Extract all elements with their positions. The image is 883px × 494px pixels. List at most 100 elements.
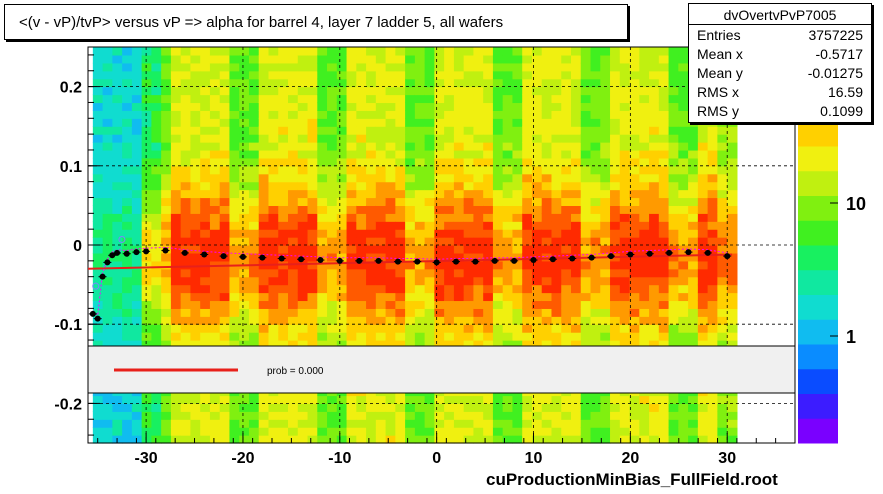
- heatmap-cell: [375, 268, 387, 278]
- heatmap-cell: [512, 300, 523, 309]
- heatmap-cell: [190, 165, 201, 175]
- heatmap-cell: [395, 221, 406, 230]
- heatmap-cell: [580, 411, 592, 420]
- heatmap-cell: [453, 340, 465, 349]
- heatmap-cell: [209, 118, 221, 127]
- heatmap-cell: [239, 395, 250, 404]
- heatmap-cell: [346, 300, 357, 309]
- heatmap-cell: [268, 134, 279, 143]
- heatmap-cell: [297, 340, 309, 349]
- heatmap-cell: [444, 189, 455, 199]
- heatmap-cell: [122, 70, 133, 80]
- heatmap-cell: [288, 134, 299, 143]
- heatmap-cell: [541, 252, 553, 262]
- heatmap-cell: [239, 54, 250, 64]
- heatmap-cell: [512, 86, 523, 96]
- heatmap-cell: [346, 181, 357, 191]
- heatmap-cell: [141, 54, 152, 64]
- heatmap-cell: [200, 110, 211, 119]
- heatmap-cell: [307, 276, 318, 286]
- heatmap-cell: [600, 181, 611, 191]
- heatmap-cell: [258, 197, 270, 206]
- heatmap-cell: [307, 419, 318, 428]
- heatmap-cell: [668, 142, 679, 151]
- heatmap-cell: [112, 229, 123, 238]
- heatmap-cell: [434, 308, 445, 317]
- profile-point: [239, 253, 246, 260]
- heatmap-cell: [658, 229, 670, 238]
- heatmap-cell: [483, 157, 494, 167]
- heatmap-cell: [102, 181, 113, 191]
- heatmap-cell: [551, 237, 562, 246]
- heatmap-cell: [492, 165, 504, 175]
- heatmap-cell: [248, 332, 260, 341]
- heatmap-cell: [346, 332, 357, 341]
- heatmap-cell: [307, 292, 318, 302]
- heatmap-cell: [112, 411, 123, 420]
- heatmap-cell: [336, 300, 348, 309]
- stats-row-mean-x: Mean x -0.5717: [697, 46, 863, 64]
- heatmap-cell: [200, 94, 211, 104]
- heatmap-cell: [414, 435, 426, 444]
- heatmap-cell: [541, 165, 553, 175]
- heatmap-cell: [151, 395, 162, 404]
- heatmap-cell: [649, 70, 660, 80]
- heatmap-cell: [395, 197, 406, 206]
- heatmap-cell: [541, 300, 553, 309]
- heatmap-cell: [629, 70, 640, 80]
- heatmap-cell: [531, 70, 543, 80]
- heatmap-cell: [141, 102, 152, 111]
- heatmap-cell: [463, 300, 475, 309]
- heatmap-cell: [346, 435, 357, 444]
- heatmap-cell: [297, 276, 309, 286]
- heatmap-cell: [327, 54, 338, 64]
- heatmap-cell: [649, 427, 660, 436]
- heatmap-cell: [92, 237, 104, 246]
- heatmap-cell: [141, 110, 152, 119]
- heatmap-cell: [473, 245, 484, 254]
- heatmap-cell: [600, 157, 611, 167]
- heatmap-cell: [288, 197, 299, 206]
- heatmap-cell: [102, 332, 113, 341]
- heatmap-cell: [297, 149, 309, 159]
- heatmap-cell: [668, 181, 679, 191]
- heatmap-cell: [346, 276, 357, 286]
- heatmap-cell: [170, 308, 182, 317]
- heatmap-cell: [219, 181, 231, 191]
- heatmap-cell: [336, 110, 348, 119]
- heatmap-cell: [551, 110, 562, 119]
- heatmap-cell: [697, 308, 709, 317]
- heatmap-cell: [453, 411, 465, 420]
- heatmap-cell: [346, 292, 357, 302]
- heatmap-cell: [688, 252, 699, 262]
- heatmap-cell: [209, 395, 221, 404]
- heatmap-cell: [385, 237, 396, 246]
- heatmap-cell: [190, 316, 201, 325]
- heatmap-cell: [561, 173, 572, 183]
- heatmap-cell: [619, 237, 631, 246]
- heatmap-cell: [336, 165, 348, 175]
- z-tick-label: 1: [846, 327, 856, 347]
- heatmap-cell: [727, 134, 738, 143]
- file-name-footer: cuProductionMinBias_FullField.root: [486, 470, 778, 489]
- heatmap-cell: [395, 110, 406, 119]
- heatmap-cell: [327, 78, 338, 88]
- heatmap-cell: [356, 268, 367, 278]
- heatmap-cell: [92, 427, 104, 436]
- heatmap-cell: [639, 189, 650, 199]
- heatmap-cell: [541, 245, 553, 254]
- heatmap-cell: [649, 142, 660, 151]
- heatmap-cell: [405, 427, 416, 436]
- heatmap-cell: [385, 284, 396, 294]
- heatmap-cell: [541, 435, 553, 444]
- heatmap-cell: [444, 332, 455, 341]
- heatmap-cell: [707, 300, 718, 309]
- heatmap-cell: [541, 134, 553, 143]
- heatmap-cell: [697, 181, 709, 191]
- heatmap-cell: [288, 102, 299, 111]
- heatmap-cell: [492, 252, 504, 262]
- heatmap-cell: [346, 324, 357, 333]
- heatmap-cell: [317, 78, 328, 88]
- heatmap-cell: [92, 284, 104, 294]
- heatmap-cell: [492, 149, 504, 159]
